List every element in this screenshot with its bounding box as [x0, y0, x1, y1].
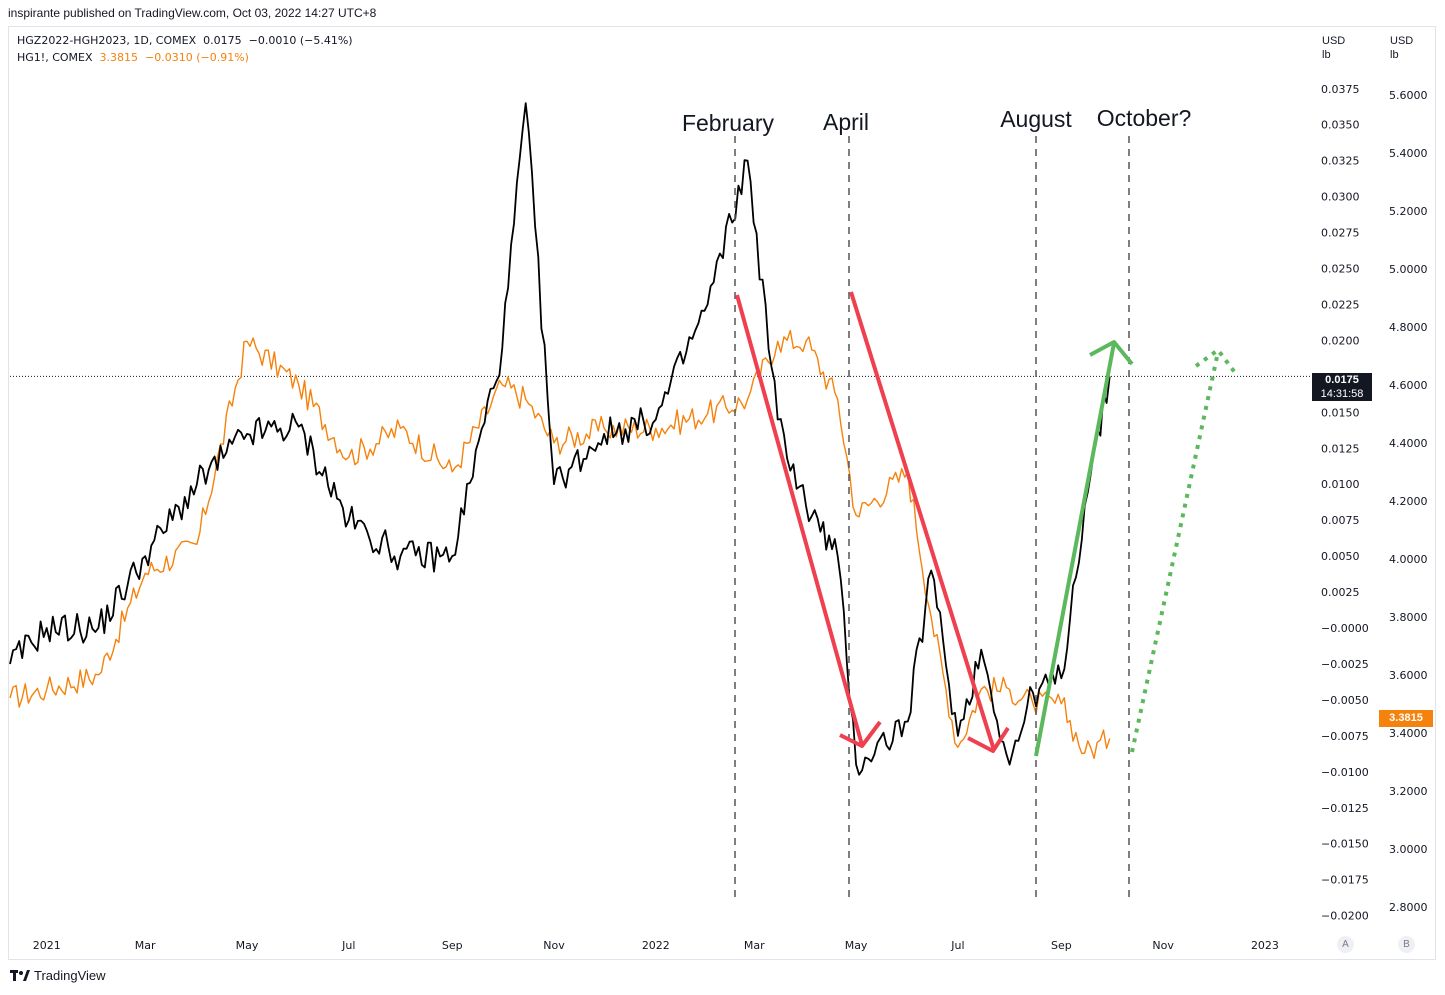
spread-tick-label: 0.0050	[1321, 550, 1360, 563]
time-tick-label: Mar	[135, 939, 156, 952]
right-unit-currency: USD	[1390, 35, 1414, 47]
publisher-line: inspirante published on TradingView.com,…	[8, 6, 377, 20]
label-april: April	[823, 109, 869, 135]
tradingview-logo[interactable]: TradingView	[10, 968, 106, 983]
legend-copper-symbol: HG1!, COMEX	[17, 51, 93, 64]
tradingview-brand: TradingView	[34, 968, 106, 983]
legend-copper-change: −0.0310 (−0.91%)	[145, 51, 249, 64]
right-unit-measure: lb	[1390, 49, 1399, 61]
time-tick-label: 2021	[33, 939, 61, 952]
time-tick-label: Jul	[950, 939, 964, 952]
spread-tick-label: 0.0125	[1321, 442, 1360, 455]
spread-tick-label: 0.0300	[1321, 191, 1360, 204]
copper-tick-label: 3.4000	[1389, 727, 1428, 740]
down-arrow-1	[735, 294, 864, 746]
down-arrow-2	[849, 291, 996, 751]
spread-tick-label: −0.0050	[1321, 694, 1369, 707]
time-axis: 2021 Mar May Jul Sep Nov 2022 Mar May Jul Sep Nov 20…	[33, 939, 1279, 952]
time-tick-label: May	[236, 939, 259, 952]
countdown-timer: 14:31:58	[1320, 388, 1364, 400]
legend-spread[interactable]: HGZ2022-HGH2023, 1D, COMEX 0.0175 −0.001…	[17, 34, 353, 47]
spread-price-value: 0.0175	[1325, 374, 1359, 386]
spread-tick-label: −0.0200	[1321, 910, 1369, 923]
legend-copper-value: 3.3815	[99, 51, 139, 64]
legend-spread-value: 0.0175	[203, 34, 242, 47]
copper-tick-label: 5.4000	[1389, 147, 1428, 160]
down-arrow-2-head	[967, 726, 1010, 753]
spread-tick-label: 0.0100	[1321, 478, 1360, 491]
time-tick-label: Sep	[442, 939, 463, 952]
spread-tick-label: 0.0150	[1321, 406, 1360, 419]
tradingview-logo-icon	[10, 969, 30, 981]
scale-b-button[interactable]: B	[1398, 936, 1415, 953]
time-tick-label: Sep	[1051, 939, 1072, 952]
time-tick-label: Mar	[744, 939, 765, 952]
spread-axis: 0.0375 0.0350 0.0325 0.0300 0.0275 0.0250 0.02…	[1321, 83, 1369, 923]
spread-tick-label: −0.0175	[1321, 874, 1369, 887]
left-unit-measure: lb	[1322, 49, 1331, 61]
spread-series	[9, 102, 1111, 776]
spread-tick-label: −0.0100	[1321, 766, 1369, 779]
spread-tick-label: 0.0375	[1321, 83, 1360, 96]
copper-tick-label: 3.6000	[1389, 669, 1428, 682]
label-february: February	[682, 110, 775, 136]
spread-tick-label: 0.0025	[1321, 586, 1360, 599]
copper-tick-label: 3.8000	[1389, 611, 1428, 624]
annotation-overlay: February April August October?	[682, 105, 1238, 898]
legend-copper[interactable]: HG1!, COMEX 3.3815 −0.0310 (−0.91%)	[17, 51, 249, 64]
time-tick-label: Jul	[341, 939, 355, 952]
copper-axis: 5.6000 5.4000 5.2000 5.0000 4.8000 4.6000 4.40…	[1389, 89, 1428, 914]
spread-price-label: 0.0175 14:31:58	[1312, 373, 1372, 401]
spread-tick-label: 0.0275	[1321, 227, 1360, 240]
spread-tick-label: 0.0350	[1321, 119, 1360, 132]
copper-tick-label: 3.0000	[1389, 843, 1428, 856]
spread-tick-label: 0.0075	[1321, 514, 1360, 527]
spread-tick-label: −0.0150	[1321, 838, 1369, 851]
spread-tick-label: −0.0125	[1321, 802, 1369, 815]
spread-tick-label: −0.0075	[1321, 730, 1369, 743]
time-tick-label: Nov	[543, 939, 565, 952]
legend-spread-symbol: HGZ2022-HGH2023, 1D, COMEX	[17, 34, 197, 47]
label-august: August	[1000, 106, 1072, 132]
copper-tick-label: 5.0000	[1389, 263, 1428, 276]
left-unit-currency: USD	[1322, 35, 1346, 47]
projection-arrow	[1130, 351, 1220, 753]
chart-frame	[8, 26, 1436, 960]
down-arrow-1-head	[839, 720, 882, 748]
spread-tick-label: 0.0200	[1321, 334, 1360, 347]
up-arrow	[1034, 342, 1116, 757]
time-tick-label: May	[845, 939, 868, 952]
label-october: October?	[1097, 105, 1192, 131]
spread-tick-label: −0.0000	[1321, 622, 1369, 635]
up-arrow-head	[1089, 340, 1134, 366]
time-tick-label: 2023	[1251, 939, 1279, 952]
copper-tick-label: 4.8000	[1389, 321, 1428, 334]
copper-tick-label: 4.2000	[1389, 495, 1428, 508]
copper-tick-label: 4.4000	[1389, 437, 1428, 450]
copper-tick-label: 2.8000	[1389, 901, 1428, 914]
auto-scale-button[interactable]: A	[1337, 936, 1354, 953]
copper-tick-label: 3.2000	[1389, 785, 1428, 798]
spread-tick-label: −0.0025	[1321, 658, 1369, 671]
spread-tick-label: 0.0225	[1321, 298, 1360, 311]
time-tick-label: Nov	[1152, 939, 1174, 952]
spread-line	[9, 102, 1111, 776]
copper-series	[9, 329, 1111, 759]
spread-tick-label: 0.0250	[1321, 263, 1360, 276]
time-tick-label: 2022	[642, 939, 670, 952]
copper-tick-label: 5.2000	[1389, 205, 1428, 218]
copper-tick-label: 4.6000	[1389, 379, 1428, 392]
spread-tick-label: 0.0325	[1321, 155, 1360, 168]
copper-line	[9, 329, 1111, 759]
left-axis-unit: USD lb	[1322, 34, 1345, 62]
copper-tick-label: 4.0000	[1389, 553, 1428, 566]
right-axis-unit: USD lb	[1390, 34, 1413, 62]
legend-spread-change: −0.0010 (−5.41%)	[248, 34, 353, 47]
copper-tick-label: 5.6000	[1389, 89, 1428, 102]
copper-price-label: 3.3815	[1379, 710, 1433, 727]
